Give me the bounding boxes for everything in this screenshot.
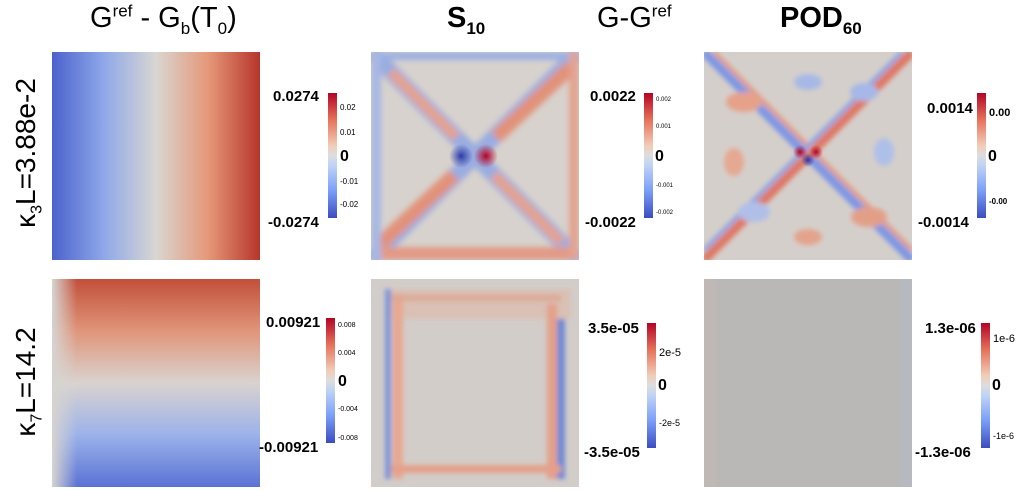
column-title-s10: S10 — [447, 2, 486, 38]
colorbar-tick-label: -0.02 — [340, 200, 359, 209]
colorbar-tick-label: 0 — [655, 148, 664, 165]
colorbar-min-label: -0.0014 — [918, 214, 969, 231]
colorbar-r1-pod60 — [977, 93, 986, 218]
colorbar-min-label: -3.5e-05 — [584, 444, 640, 461]
colorbar-tick-label: 0 — [658, 377, 667, 394]
colorbar-max-label: 0.0274 — [273, 88, 319, 105]
colorbar-tick-label: 2e-5 — [659, 347, 682, 359]
colorbar-tick-label: -0.00 — [989, 197, 1008, 206]
colorbar-tick-label: 0 — [988, 148, 997, 165]
field-r2-s10 — [371, 279, 579, 487]
colorbar-tick-label: 0.001 — [656, 124, 672, 130]
colorbar-min-label: -1.3e-06 — [915, 444, 971, 461]
colorbar-tick-label: -2e-5 — [659, 418, 681, 428]
colorbar-max-label: 1.3e-06 — [925, 320, 976, 337]
column-title-error: G-Gref — [597, 1, 672, 34]
row-label-kappa3: κ3L=3.88e-2 — [10, 78, 46, 228]
colorbar-min-label: -0.0274 — [268, 214, 319, 231]
colorbar-tick-label: -0.004 — [338, 406, 358, 413]
colorbar-r2-pod60 — [981, 323, 990, 448]
colorbar-tick-label: 0 — [338, 373, 347, 390]
colorbar-tick-label: -0.01 — [340, 177, 359, 186]
colorbar-min-label: -0.0022 — [585, 214, 636, 231]
colorbar-max-label: 0.0014 — [927, 100, 973, 117]
colorbar-max-label: 0.0022 — [590, 88, 636, 105]
colorbar-tick-label: 0.008 — [338, 322, 356, 329]
field-r1-reference-minus-base — [52, 52, 260, 260]
colorbar-tick-label: -0.002 — [656, 210, 674, 216]
colorbar-tick-label: 1e-6 — [993, 333, 1016, 345]
colorbar-r1-reference-minus-base — [328, 93, 337, 218]
field-r1-pod60 — [704, 52, 912, 260]
colorbar-r1-s10 — [644, 93, 653, 218]
colorbar-max-label: 3.5e-05 — [588, 320, 639, 337]
field-r1-s10 — [371, 52, 579, 260]
colorbar-min-label: -0.00921 — [259, 439, 319, 456]
field-r2-reference-minus-base — [52, 279, 260, 487]
colorbar-r2-reference-minus-base — [326, 318, 335, 443]
colorbar-tick-label: 0.002 — [656, 97, 672, 103]
colorbar-tick-label: 0 — [340, 148, 349, 165]
colorbar-tick-label: -0.001 — [656, 183, 674, 189]
colorbar-tick-label: 0.004 — [338, 350, 356, 357]
column-title-pod60: POD60 — [780, 2, 862, 38]
colorbar-max-label: 0.00921 — [266, 314, 321, 331]
colorbar-tick-label: 0.00 — [989, 107, 1011, 119]
colorbar-tick-label: -0.008 — [338, 435, 358, 442]
colorbar-tick-label: 0 — [992, 377, 1001, 394]
colorbar-tick-label: 0.02 — [340, 103, 356, 112]
colorbar-tick-label: 0.01 — [340, 128, 356, 137]
colorbar-tick-label: -1e-6 — [993, 431, 1015, 441]
field-r2-pod60 — [704, 279, 912, 487]
colorbar-r2-s10 — [647, 323, 656, 448]
column-title-reference-minus-base: Gref - Gb(T0) — [90, 1, 237, 38]
row-label-kappa7: κ7L=14.2 — [10, 327, 46, 437]
